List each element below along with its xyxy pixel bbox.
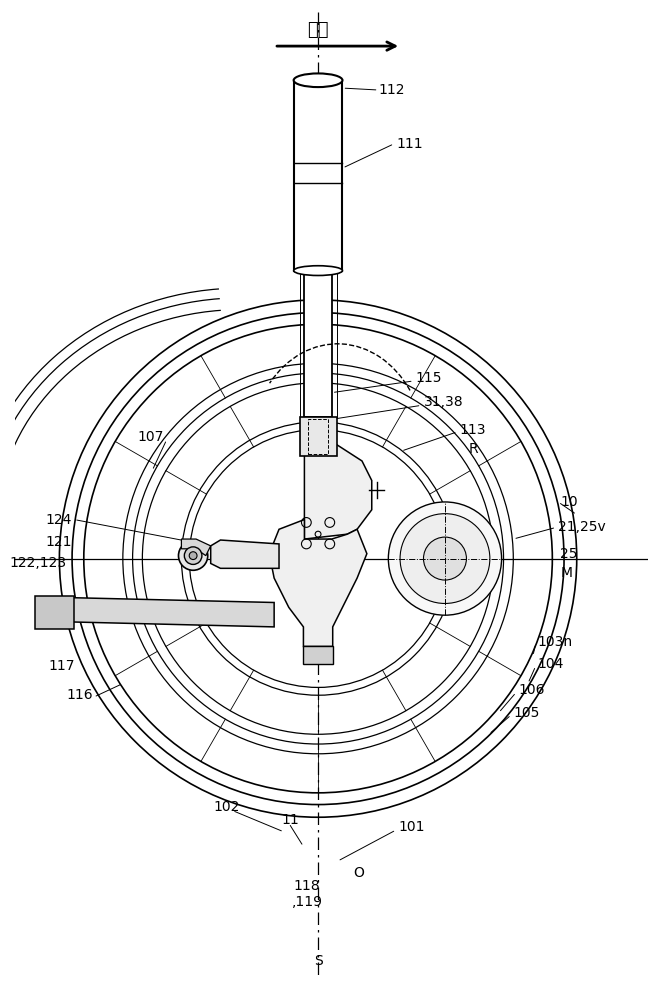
Polygon shape <box>52 598 274 627</box>
Circle shape <box>388 502 502 615</box>
Text: 117: 117 <box>49 659 75 673</box>
Text: 116: 116 <box>66 688 93 702</box>
Bar <box>303 646 332 664</box>
Text: 103n: 103n <box>538 635 573 649</box>
Circle shape <box>424 537 467 580</box>
Ellipse shape <box>294 73 343 87</box>
Bar <box>294 80 343 271</box>
Circle shape <box>178 541 208 570</box>
Text: 106: 106 <box>518 683 545 697</box>
Circle shape <box>184 547 202 564</box>
Polygon shape <box>211 540 279 568</box>
Text: 11: 11 <box>281 813 299 827</box>
Polygon shape <box>305 417 372 539</box>
Bar <box>35 596 74 629</box>
Text: 121: 121 <box>45 535 72 549</box>
Polygon shape <box>181 539 211 556</box>
Ellipse shape <box>294 266 343 275</box>
Text: 112: 112 <box>378 83 405 97</box>
Text: 104: 104 <box>538 657 564 671</box>
Bar <box>308 419 328 454</box>
Circle shape <box>400 514 490 603</box>
Text: 113: 113 <box>459 423 486 437</box>
Text: S: S <box>314 954 323 968</box>
Text: R: R <box>469 442 478 456</box>
Text: 107: 107 <box>137 430 164 444</box>
Text: 前方: 前方 <box>307 21 329 39</box>
Text: 118: 118 <box>294 879 320 893</box>
Text: 101: 101 <box>398 820 424 834</box>
Text: 21,25v: 21,25v <box>558 520 606 534</box>
Text: 102: 102 <box>214 800 240 814</box>
Text: 10: 10 <box>560 495 578 509</box>
Bar <box>305 271 332 417</box>
Text: M: M <box>560 566 572 580</box>
Text: 25: 25 <box>560 547 577 561</box>
Polygon shape <box>270 520 367 646</box>
Bar <box>299 417 336 456</box>
Text: 115: 115 <box>415 371 442 385</box>
Text: 31,38: 31,38 <box>424 395 463 409</box>
Text: 111: 111 <box>396 137 422 151</box>
Circle shape <box>189 552 197 560</box>
Text: 122,123: 122,123 <box>9 556 66 570</box>
Text: ,119: ,119 <box>292 895 323 909</box>
Text: O: O <box>354 866 365 880</box>
Text: 105: 105 <box>513 706 540 720</box>
Text: 124: 124 <box>46 513 72 527</box>
